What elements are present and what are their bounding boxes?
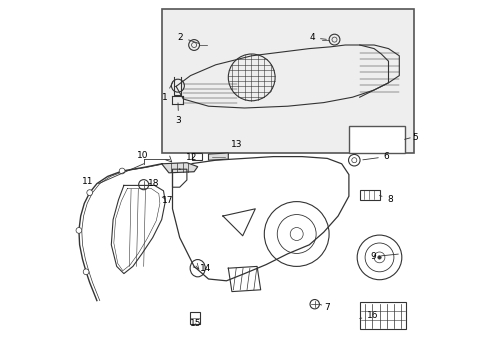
- Polygon shape: [162, 163, 197, 173]
- Bar: [190, 312, 200, 324]
- Text: 3: 3: [175, 103, 181, 125]
- Text: 11: 11: [82, 177, 94, 186]
- Circle shape: [377, 256, 381, 259]
- Text: 6: 6: [362, 152, 389, 161]
- Text: 12: 12: [185, 153, 197, 162]
- Bar: [162, 9, 413, 153]
- Text: 13: 13: [228, 140, 242, 154]
- Text: 18: 18: [148, 180, 159, 189]
- Circle shape: [76, 228, 81, 233]
- Polygon shape: [208, 153, 228, 160]
- Text: 4: 4: [309, 33, 325, 42]
- Circle shape: [119, 168, 125, 174]
- Text: 14: 14: [200, 264, 211, 273]
- Text: 1: 1: [162, 82, 173, 102]
- Bar: [348, 126, 404, 153]
- Text: 16: 16: [359, 310, 378, 320]
- Circle shape: [83, 269, 89, 275]
- Circle shape: [87, 190, 92, 195]
- Text: 9: 9: [369, 252, 398, 261]
- FancyBboxPatch shape: [359, 190, 379, 200]
- Text: 17: 17: [162, 196, 173, 205]
- Bar: [192, 153, 202, 160]
- Text: 10: 10: [137, 152, 148, 161]
- Text: 5: 5: [412, 133, 418, 142]
- Bar: [359, 302, 406, 329]
- Text: 2: 2: [177, 32, 198, 43]
- Text: 7: 7: [319, 302, 329, 312]
- Text: 8: 8: [379, 194, 392, 203]
- Text: 15: 15: [190, 320, 201, 328]
